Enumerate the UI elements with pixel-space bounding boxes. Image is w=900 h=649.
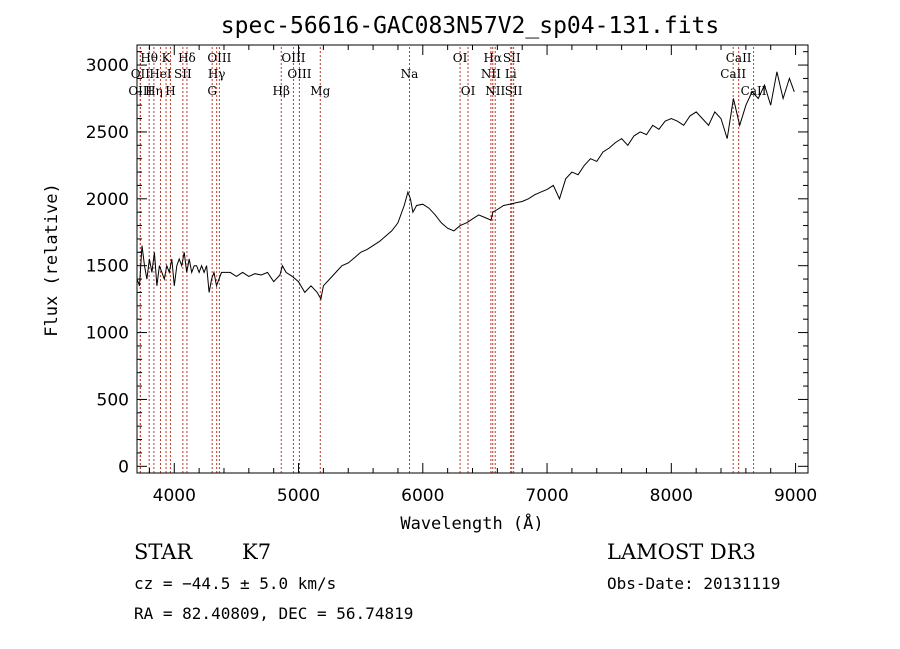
line-label-8: Hδ bbox=[178, 51, 196, 65]
spectrum-line bbox=[136, 71, 795, 301]
observation-date: Obs-Date: 20131119 bbox=[607, 574, 781, 593]
line-label-11: G bbox=[207, 84, 217, 98]
x-tick-label-0: 4000 bbox=[153, 486, 196, 506]
line-label-5: K bbox=[162, 51, 172, 65]
x-axis-label: Wavelength (Å) bbox=[400, 512, 543, 534]
line-label-4: HeI bbox=[149, 67, 172, 81]
y-tick-label-1: 500 bbox=[97, 390, 129, 410]
x-tick-label-4: 8000 bbox=[650, 486, 693, 506]
x-tick-label-1: 5000 bbox=[277, 486, 320, 506]
x-tick-label-2: 6000 bbox=[401, 486, 444, 506]
y-axis: 0 500 1000 1500 2000 2500 3000 bbox=[86, 51, 808, 477]
line-label-7: SII bbox=[174, 67, 192, 81]
line-label-16: Na bbox=[401, 67, 419, 81]
line-label-19: Hα bbox=[483, 51, 502, 65]
line-label-14: OIII bbox=[287, 67, 311, 81]
chart-title: spec-56616-GAC083N57V2_sp04-131.fits bbox=[221, 13, 720, 39]
x-tick-label-3: 7000 bbox=[525, 486, 568, 506]
y-tick-label-0: 0 bbox=[118, 457, 129, 477]
line-label-24: SII bbox=[505, 84, 523, 98]
line-label-21: NII bbox=[485, 84, 505, 98]
line-label-15: Mg bbox=[310, 84, 330, 98]
line-label-9: OIII bbox=[207, 51, 231, 65]
line-label-0: Hθ bbox=[140, 51, 158, 65]
survey-name: LAMOST DR3 bbox=[607, 540, 756, 564]
x-tick-label-5: 9000 bbox=[774, 486, 817, 506]
line-label-17: OI bbox=[453, 51, 468, 65]
spectrum-series bbox=[136, 71, 795, 301]
y-tick-label-6: 3000 bbox=[86, 56, 129, 76]
line-label-3: Hη bbox=[145, 84, 163, 98]
redshift-velocity: cz = −44.5 ± 5.0 km/s bbox=[134, 574, 337, 593]
line-label-20: NII bbox=[481, 67, 501, 81]
y-tick-label-2: 1000 bbox=[86, 324, 129, 344]
y-tick-label-5: 2500 bbox=[86, 123, 129, 143]
line-label-26: CaII bbox=[720, 67, 746, 81]
line-label-10: Hγ bbox=[208, 67, 226, 81]
object-class: STAR bbox=[134, 540, 193, 564]
y-tick-label-4: 2000 bbox=[86, 190, 129, 210]
line-label-2: OIII bbox=[128, 84, 152, 98]
line-label-25: CaII bbox=[726, 51, 752, 65]
object-subclass: K7 bbox=[242, 540, 272, 564]
line-label-27: CaII bbox=[741, 84, 767, 98]
line-label-18: OI bbox=[461, 84, 476, 98]
y-tick-label-3: 1500 bbox=[86, 257, 129, 277]
x-axis: 4000 5000 6000 7000 8000 9000 bbox=[148, 45, 817, 506]
coordinates: RA = 82.40809, DEC = 56.74819 bbox=[134, 604, 414, 623]
plot-frame bbox=[136, 44, 809, 474]
line-label-23: Li bbox=[505, 67, 517, 81]
line-label-12: Hβ bbox=[273, 84, 290, 98]
y-axis-label: Flux (relative) bbox=[42, 183, 62, 337]
line-label-22: SII bbox=[503, 51, 521, 65]
line-label-1: OII bbox=[131, 67, 151, 81]
line-label-13: OIII bbox=[281, 51, 305, 65]
line-label-6: H bbox=[165, 84, 175, 98]
